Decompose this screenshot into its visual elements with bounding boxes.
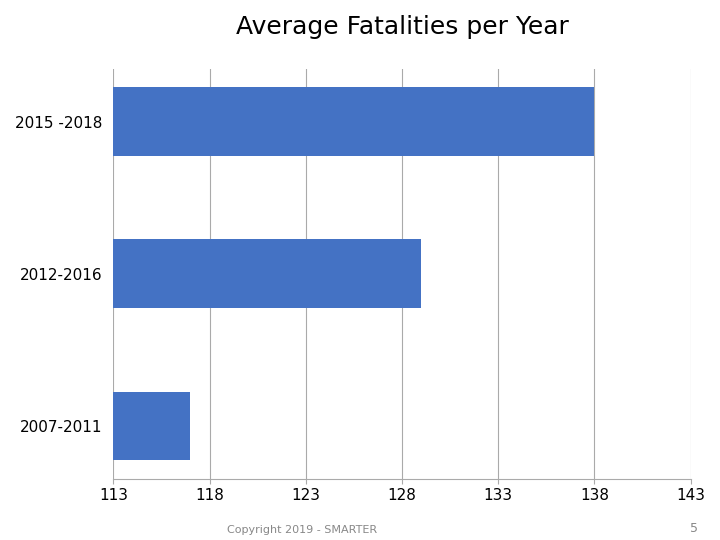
Text: 5: 5 [690, 522, 698, 535]
Text: Copyright 2019 - SMARTER: Copyright 2019 - SMARTER [228, 524, 377, 535]
Bar [114, 239, 421, 308]
Title: Average Fatalities per Year: Average Fatalities per Year [235, 15, 568, 39]
Bar [114, 87, 594, 156]
Bar [114, 392, 190, 460]
